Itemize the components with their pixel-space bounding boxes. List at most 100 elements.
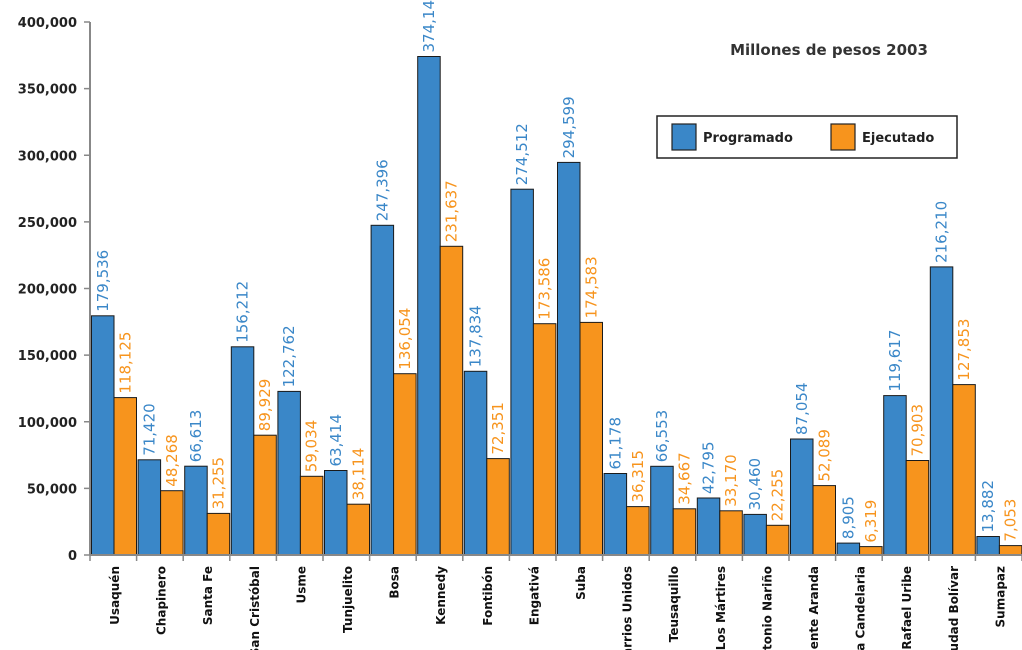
bar-ejecutado-16 (859, 546, 883, 556)
bar-ejecutado-19 (998, 545, 1022, 556)
x-tick-label-12: Teusaquillo (667, 566, 681, 642)
data-label-programado-0: 179,536 (94, 250, 112, 312)
bar-ejecutado-10 (579, 321, 603, 556)
bars-layer (91, 56, 1022, 556)
data-label-ejecutado-18: 127,853 (955, 319, 973, 381)
bar-ejecutado-6 (393, 373, 417, 556)
bar-programado-13 (696, 497, 721, 556)
data-label-programado-11: 61,178 (606, 417, 624, 470)
data-label-ejecutado-16: 6,319 (862, 500, 880, 543)
bar-programado-10 (557, 161, 581, 556)
bar-ejecutado-15 (812, 485, 836, 556)
bar-ejecutado-11 (626, 506, 650, 556)
data-label-ejecutado-0: 118,125 (116, 332, 134, 394)
bar-programado-3 (230, 346, 255, 556)
x-tick-label-5: Tunjuelito (341, 566, 355, 633)
x-tick-label-4: Usme (294, 566, 308, 604)
x-tick-label-11: Barrios Unidos (621, 566, 635, 650)
bar-programado-7 (417, 56, 441, 556)
y-tick-label-7: 350,000 (18, 83, 77, 98)
data-label-programado-19: 13,882 (979, 480, 997, 533)
y-tick-label-3: 150,000 (18, 349, 77, 364)
data-label-ejecutado-15: 52,089 (815, 429, 833, 482)
data-label-ejecutado-17: 70,903 (909, 404, 927, 457)
bar-programado-11 (603, 473, 628, 556)
bar-ejecutado-8 (486, 458, 510, 556)
y-tick-label-1: 50,000 (27, 482, 77, 497)
bar-programado-8 (463, 370, 488, 556)
bar-ejecutado-18 (952, 384, 976, 556)
bar-programado-5 (324, 470, 348, 556)
data-label-ejecutado-4: 59,034 (303, 420, 321, 473)
bar-programado-15 (790, 438, 814, 556)
bar-ejecutado-2 (206, 512, 231, 556)
x-tick-label-17: Rafael Uribe (900, 566, 914, 650)
data-label-ejecutado-8: 72,351 (489, 402, 507, 455)
x-tick-label-19: Sumapaz (993, 566, 1007, 627)
data-label-programado-2: 66,613 (187, 410, 205, 463)
x-tick-label-3: San Cristóbal (248, 566, 262, 650)
bar-programado-9 (510, 188, 534, 556)
bar-ejecutado-5 (346, 503, 370, 556)
bar-programado-14 (743, 513, 767, 556)
data-label-ejecutado-9: 173,586 (536, 258, 554, 320)
x-tick-label-2: Santa Fe (201, 566, 215, 625)
y-tick-label-8: 400,000 (18, 16, 77, 31)
bar-programado-2 (184, 465, 208, 556)
y-tick-label-4: 200,000 (18, 283, 77, 298)
x-tick-label-14: Antonio Nariño (760, 566, 774, 650)
bar-ejecutado-13 (719, 510, 743, 556)
data-label-programado-14: 30,460 (746, 458, 764, 511)
data-label-ejecutado-19: 7,053 (1002, 499, 1020, 542)
data-label-programado-17: 119,617 (886, 330, 904, 392)
x-tick-label-1: Chapinero (155, 566, 169, 635)
data-label-programado-12: 66,553 (653, 410, 671, 463)
units-annotation: Millones de pesos 2003 (730, 41, 928, 59)
data-label-ejecutado-10: 174,583 (582, 256, 600, 318)
bar-ejecutado-14 (765, 524, 790, 556)
y-tick-label-6: 300,000 (18, 149, 77, 164)
bar-ejecutado-0 (113, 397, 137, 556)
bar-ejecutado-4 (299, 475, 324, 556)
bar-programado-1 (137, 459, 162, 556)
bar-programado-0 (91, 315, 115, 556)
axes-layer: Usaquén Chapinero Santa Fe San Cristóbal Usm… (18, 16, 1022, 650)
bar-programado-19 (976, 536, 1000, 556)
x-tick-label-0: Usaquén (108, 566, 122, 625)
data-label-ejecutado-7: 231,637 (442, 180, 460, 242)
data-label-programado-4: 122,762 (280, 325, 298, 387)
x-tick-label-15: Puente Aranda (807, 566, 821, 650)
data-label-ejecutado-6: 136,054 (396, 308, 414, 370)
x-tick-label-7: Kennedy (434, 566, 448, 625)
bar-ejecutado-3 (253, 434, 277, 556)
legend-swatch-programado (671, 123, 697, 151)
data-label-programado-9: 274,512 (513, 123, 531, 185)
data-label-programado-3: 156,212 (234, 281, 252, 343)
bar-programado-6 (370, 224, 395, 556)
y-tick-label-2: 100,000 (18, 416, 77, 431)
y-tick-label-5: 250,000 (18, 216, 77, 231)
data-label-programado-10: 294,599 (560, 96, 578, 158)
bar-programado-16 (836, 542, 861, 556)
legend: Programado Ejecutado (656, 115, 958, 159)
bar-ejecutado-17 (905, 460, 930, 556)
data-label-ejecutado-12: 34,667 (676, 452, 694, 505)
data-label-ejecutado-5: 38,114 (349, 448, 367, 501)
bar-ejecutado-9 (532, 323, 557, 556)
data-label-ejecutado-14: 22,255 (769, 469, 787, 522)
legend-label-ejecutado: Ejecutado (862, 131, 934, 146)
data-label-ejecutado-1: 48,268 (163, 434, 181, 487)
legend-box (656, 115, 958, 159)
data-label-programado-6: 247,396 (373, 159, 391, 221)
legend-swatch-ejecutado (830, 123, 856, 151)
data-label-programado-7: 374,143 (420, 0, 438, 53)
data-label-programado-1: 71,420 (140, 403, 158, 456)
data-label-ejecutado-2: 31,255 (209, 457, 227, 510)
x-tick-label-9: Engativá (527, 566, 541, 625)
x-tick-label-13: Los Mártires (714, 566, 728, 650)
data-label-ejecutado-13: 33,170 (722, 454, 740, 507)
x-tick-label-10: Suba (574, 566, 588, 600)
x-tick-label-6: Bosa (388, 566, 402, 599)
legend-label-programado: Programado (703, 131, 793, 146)
